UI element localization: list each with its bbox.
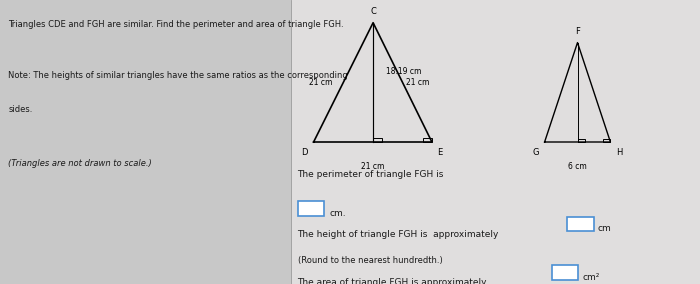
Text: G: G bbox=[533, 148, 539, 157]
Bar bbox=[603, 139, 610, 142]
Text: Triangles CDE and FGH are similar. Find the perimeter and area of triangle FGH.: Triangles CDE and FGH are similar. Find … bbox=[8, 20, 344, 29]
Text: F: F bbox=[575, 26, 580, 36]
Text: (Triangles are not drawn to scale.): (Triangles are not drawn to scale.) bbox=[8, 159, 152, 168]
Text: cm: cm bbox=[598, 224, 612, 233]
Text: C: C bbox=[370, 7, 376, 16]
Text: E: E bbox=[438, 148, 442, 157]
Text: 6 cm: 6 cm bbox=[568, 162, 587, 171]
FancyBboxPatch shape bbox=[290, 0, 700, 284]
Text: 21 cm: 21 cm bbox=[361, 162, 384, 171]
Bar bbox=[298, 201, 324, 216]
Text: D: D bbox=[302, 148, 308, 157]
Text: 21 cm: 21 cm bbox=[406, 78, 429, 87]
Bar bbox=[373, 138, 382, 142]
Bar bbox=[578, 139, 584, 142]
Text: 18.19 cm: 18.19 cm bbox=[386, 66, 421, 76]
Text: The area of triangle FGH is approximately: The area of triangle FGH is approximatel… bbox=[298, 278, 487, 284]
Text: 21 cm: 21 cm bbox=[309, 78, 333, 87]
Bar bbox=[567, 217, 594, 231]
Text: cm.: cm. bbox=[330, 209, 346, 218]
Text: (Round to the nearest hundredth.): (Round to the nearest hundredth.) bbox=[298, 256, 442, 265]
Text: The perimeter of triangle FGH is: The perimeter of triangle FGH is bbox=[298, 170, 444, 179]
Text: H: H bbox=[616, 148, 622, 157]
Text: The height of triangle FGH is  approximately: The height of triangle FGH is approximat… bbox=[298, 230, 499, 239]
Text: Note: The heights of similar triangles have the same ratios as the corresponding: Note: The heights of similar triangles h… bbox=[8, 71, 348, 80]
Text: cm²: cm² bbox=[582, 273, 600, 281]
Text: sides.: sides. bbox=[8, 105, 33, 114]
Bar bbox=[552, 265, 578, 280]
Bar bbox=[423, 138, 432, 142]
